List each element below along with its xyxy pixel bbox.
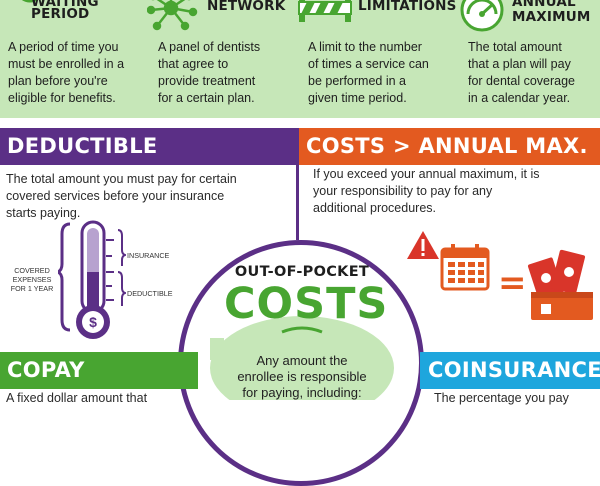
thermometer-icon: $ <box>58 220 114 339</box>
barrier-icon <box>298 0 352 22</box>
gauge-icon <box>460 0 504 32</box>
annual-title-line1: ANNUAL <box>512 0 576 10</box>
deductible-header: DEDUCTIBLE <box>0 128 296 165</box>
covered-expenses-label: COVERED EXPENSES FOR 1 YEAR <box>10 266 54 293</box>
annual-maximum-text: The total amount that a plan will pay for … <box>468 40 576 105</box>
equals-sign: = <box>498 263 527 303</box>
limitations-title: LIMITATIONS <box>358 0 457 14</box>
out-of-pocket-costs-title: COSTS <box>224 279 389 329</box>
insurance-label: INSURANCE <box>127 251 170 260</box>
deductible-label: DEDUCTIBLE <box>127 289 173 298</box>
out-of-pocket-text: Any amount the enrollee is responsible for… <box>237 353 367 400</box>
deductible-text: The total amount you must pay for certai… <box>6 172 237 220</box>
coinsurance-header: COINSURANCE <box>420 352 600 389</box>
center-divider <box>296 128 299 240</box>
coinsurance-text: The percentage you pay <box>434 391 569 405</box>
costs-over-annual-max-header: COSTS > ANNUAL MAX. <box>299 128 600 165</box>
calendar-icon <box>440 244 490 291</box>
waiting-period-title: PERIOD <box>31 6 90 22</box>
limitations-text: A limit to the number of times a service … <box>308 40 429 105</box>
annual-maximum-title: MAXIMUM <box>512 9 591 25</box>
network-icon <box>147 0 198 31</box>
money-wallet-icon <box>527 249 593 320</box>
out-of-pocket-title: OUT-OF-POCKET <box>234 264 370 280</box>
warning-icon <box>407 231 439 259</box>
piggy-bank-icon <box>210 316 394 400</box>
svg-text:$: $ <box>89 314 97 330</box>
clock-icon <box>21 0 39 3</box>
network-title: NETWORK <box>207 0 286 14</box>
copay-header: COPAY <box>0 352 198 389</box>
network-text: A panel of dentists that agree to provide … <box>158 40 261 105</box>
copay-text: A fixed dollar amount that <box>6 391 148 405</box>
costs-over-annual-max-text: If you exceed your annual maximum, it is… <box>313 167 540 215</box>
bracket-icon <box>117 229 126 306</box>
waiting-title-partial: WAITING <box>31 0 99 10</box>
waiting-period-text: A period of time you must be enrolled in … <box>8 40 125 105</box>
